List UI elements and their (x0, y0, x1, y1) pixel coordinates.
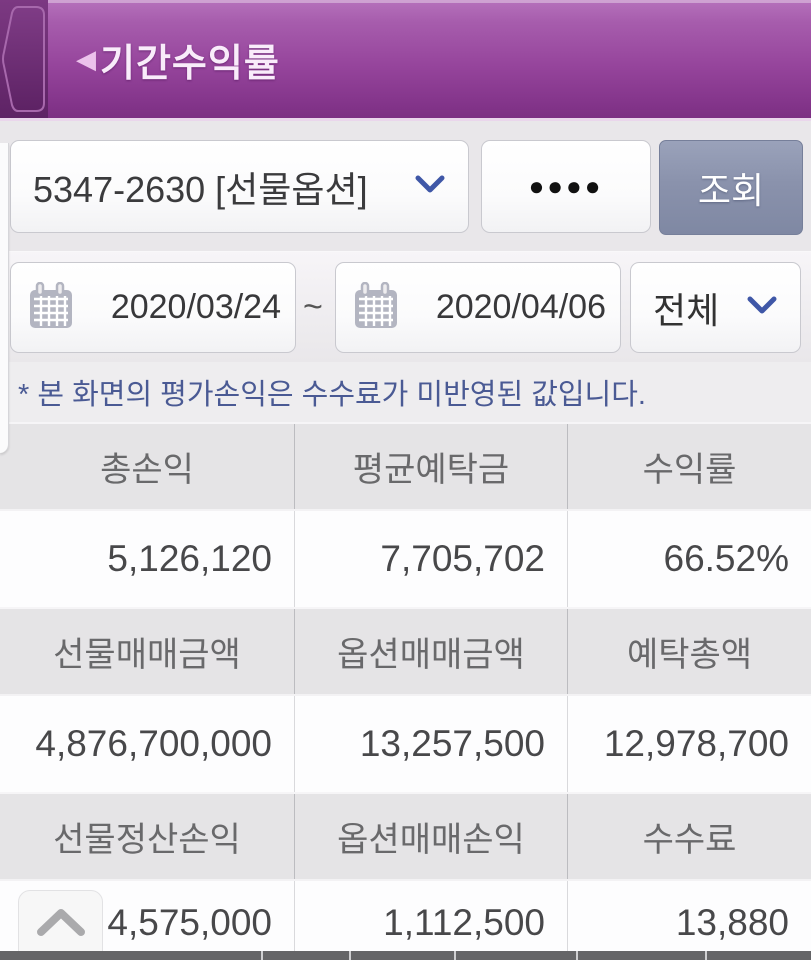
back-button[interactable] (1, 4, 47, 114)
table-header-cell: 수수료 (642, 821, 737, 859)
chevron-up-icon (35, 906, 87, 943)
table-header-cell: 옵션매매금액 (295, 609, 568, 694)
table-header-row: 선물정산손익 옵션매매손익 수수료 (0, 792, 811, 881)
table-value-row: 5,126,120 7,705,702 66.52% (0, 511, 811, 607)
back-hexagon-icon (1, 6, 47, 118)
end-date-picker[interactable]: 2020/04/06 (335, 262, 621, 353)
table-value-cell: 4,876,700,000 (0, 696, 295, 792)
account-bar: 5347-2630 [선물옵션] ●●●● 조회 (0, 121, 811, 251)
calendar-icon (29, 281, 73, 334)
page-title: 기간수익률 (100, 42, 280, 85)
password-input[interactable]: ●●●● (481, 140, 651, 233)
filter-select[interactable]: 전체 (630, 262, 801, 353)
chevron-down-icon (414, 174, 446, 199)
table-header-cell: 평균예탁금 (295, 424, 568, 509)
end-date-value: 2020/04/06 (435, 288, 606, 326)
table-header-cell: 선물정산손익 (0, 794, 295, 879)
start-date-value: 2020/03/24 (110, 288, 281, 326)
table-value-cell: 7,705,702 (295, 511, 568, 607)
app-header: ◀ 기간수익률 (0, 0, 811, 121)
summary-table: 총손익 평균예탁금 수익률 5,126,120 7,705,702 66.52%… (0, 422, 811, 960)
date-bar: 2020/03/24 ~ 2020/04/06 전체 (0, 251, 811, 362)
table-value-cell: 66.52% (663, 538, 790, 579)
start-date-picker[interactable]: 2020/03/24 (10, 262, 296, 353)
filter-select-value: 전체 (653, 289, 720, 331)
table-header-cell: 총손익 (0, 424, 295, 509)
table-value-cell: 5,126,120 (0, 511, 295, 607)
fee-notice: * 본 화면의 평가손익은 수수료가 미반영된 값입니다. (0, 362, 811, 422)
table-value-cell: 13,880 (675, 902, 789, 943)
table-header-cell: 옵션매매손익 (295, 794, 568, 879)
table-value-cell: 12,978,700 (603, 723, 789, 764)
inquiry-button[interactable]: 조회 (659, 140, 803, 235)
table-header-cell: 선물매매금액 (0, 609, 295, 694)
date-range-separator: ~ (303, 288, 323, 326)
scroll-top-button[interactable] (18, 890, 103, 958)
calendar-icon (354, 281, 398, 334)
table-value-row: 4,876,700,000 13,257,500 12,978,700 (0, 696, 811, 792)
table-header-cell: 예탁총액 (626, 636, 753, 674)
table-header-row: 총손익 평균예탁금 수익률 (0, 422, 811, 511)
table-value-cell: 1,112,500 (295, 881, 568, 960)
password-masked-value: ●●●● (528, 171, 604, 201)
account-select-value: 5347-2630 [선물옵션] (33, 168, 368, 210)
table-value-cell: 4,575,000 (0, 881, 295, 960)
table-header-row: 선물매매금액 옵션매매금액 예탁총액 (0, 607, 811, 696)
account-select[interactable]: 5347-2630 [선물옵션] (10, 140, 469, 233)
side-panel-handle[interactable] (0, 143, 9, 453)
title-arrow-icon: ◀ (76, 44, 96, 74)
bottom-nav-edge (0, 951, 811, 960)
chevron-down-icon (746, 295, 778, 320)
table-value-cell: 13,257,500 (295, 696, 568, 792)
table-value-row: 4,575,000 1,112,500 13,880 (0, 881, 811, 960)
table-header-cell: 수익률 (642, 451, 737, 489)
